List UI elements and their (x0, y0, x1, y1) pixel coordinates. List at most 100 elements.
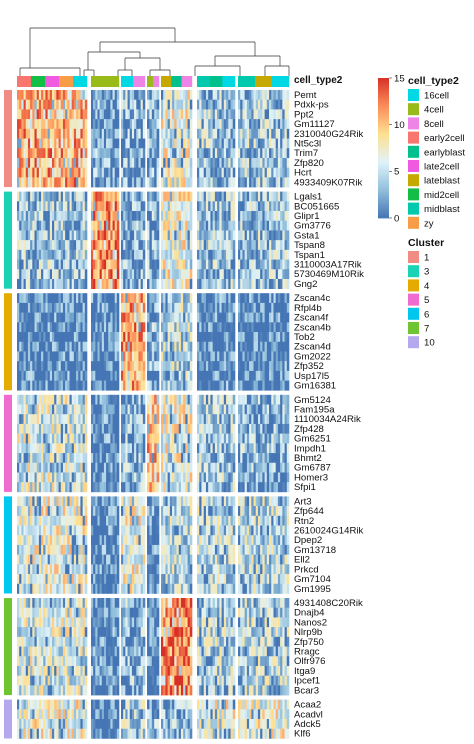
heatmap-cell (284, 259, 288, 270)
heatmap-cell (34, 361, 37, 372)
heatmap-cell (197, 380, 200, 391)
heatmap-cell (80, 472, 83, 483)
heatmap-cell (280, 351, 283, 362)
heatmap-cell (110, 119, 113, 130)
heatmap-cell (230, 211, 234, 222)
heatmap-cell (32, 433, 35, 444)
heatmap-cell (174, 515, 177, 526)
heatmap-cell (36, 240, 40, 251)
heatmap-cell (45, 128, 48, 139)
heatmap-cell (242, 404, 245, 415)
heatmap-cell (129, 259, 133, 270)
heatmap-cell (76, 240, 79, 251)
heatmap-cell (169, 177, 173, 188)
heatmap-cell (45, 269, 48, 280)
heatmap-cell (56, 370, 59, 381)
heatmap-cell (82, 278, 86, 289)
heatmap-cell (93, 423, 96, 434)
heatmap-cell (174, 472, 177, 483)
heatmap-cell (112, 482, 115, 493)
heatmap-cell (84, 201, 88, 212)
heatmap-cell (154, 472, 157, 483)
heatmap-cell (80, 515, 83, 526)
heatmap-cell (110, 128, 113, 139)
heatmap-cell (275, 230, 279, 241)
heatmap-cell (30, 99, 33, 110)
heatmap-cell (38, 414, 42, 425)
column-annotation-16cell (121, 76, 134, 87)
heatmap-cell (269, 148, 272, 159)
heatmap-cell (238, 302, 241, 313)
heatmap-cell (30, 293, 33, 304)
heatmap-cell (189, 278, 193, 289)
heatmap-cell (108, 128, 111, 139)
heatmap-cell (21, 322, 24, 333)
heatmap-cell (142, 119, 146, 130)
heatmap-cell (223, 302, 227, 313)
heatmap-cell (269, 109, 272, 120)
heatmap-cell (60, 394, 64, 405)
heatmap-cell (138, 515, 141, 526)
heatmap-cell (147, 322, 150, 333)
heatmap-cell (25, 211, 29, 222)
heatmap-cell (106, 240, 109, 251)
heatmap-cell (71, 201, 75, 212)
heatmap-cell (45, 177, 48, 188)
heatmap-cell (178, 90, 182, 101)
heatmap-cell (25, 109, 29, 120)
heatmap-cell (163, 515, 166, 526)
heatmap-cell (110, 443, 113, 454)
heatmap-cell (52, 506, 55, 517)
heatmap-cell (228, 443, 231, 454)
heatmap-cell (176, 259, 180, 270)
heatmap-cell (82, 506, 86, 517)
heatmap-cell (134, 341, 137, 352)
heatmap-cell (17, 496, 20, 507)
heatmap-cell (134, 230, 137, 241)
heatmap-cell (201, 240, 205, 251)
heatmap-cell (125, 433, 128, 444)
heatmap-cell (262, 496, 265, 507)
heatmap-cell (56, 138, 59, 149)
heatmap-cell (201, 433, 205, 444)
heatmap-cell (180, 312, 184, 323)
heatmap-cell (223, 515, 227, 526)
heatmap-cell (199, 278, 202, 289)
heatmap-cell (165, 201, 168, 212)
heatmap-cell (169, 230, 173, 241)
heatmap-cell (142, 380, 146, 391)
heatmap-cell (56, 506, 59, 517)
heatmap-cell (116, 157, 120, 168)
heatmap-cell (76, 443, 79, 454)
heatmap-cell (163, 201, 166, 212)
heatmap-cell (108, 423, 111, 434)
heatmap-cell (203, 99, 207, 110)
heatmap-cell (138, 138, 141, 149)
heatmap-cell (240, 312, 243, 323)
heatmap-cell (264, 380, 268, 391)
heatmap-cell (232, 99, 236, 110)
heatmap-cell (230, 443, 234, 454)
heatmap-cell (221, 482, 225, 493)
heatmap-cell (284, 119, 288, 130)
heatmap-cell (91, 109, 94, 120)
heatmap-cell (127, 322, 131, 333)
heatmap-cell (123, 380, 126, 391)
heatmap-cell (266, 191, 270, 202)
heatmap-cell (21, 302, 24, 313)
heatmap-cell (127, 157, 131, 168)
column-annotation-early2cell (17, 76, 32, 87)
heatmap-cell (201, 414, 205, 425)
heatmap-cell (199, 138, 202, 149)
heatmap-cell (244, 380, 248, 391)
heatmap-cell (201, 211, 205, 222)
heatmap-cell (151, 380, 155, 391)
heatmap-cell (277, 312, 281, 323)
heatmap-cell (60, 361, 64, 372)
heatmap-cell (221, 211, 225, 222)
heatmap-cell (106, 414, 109, 425)
heatmap-cell (169, 99, 173, 110)
heatmap-cell (165, 293, 168, 304)
heatmap-cell (47, 278, 51, 289)
heatmap-cell (131, 496, 135, 507)
